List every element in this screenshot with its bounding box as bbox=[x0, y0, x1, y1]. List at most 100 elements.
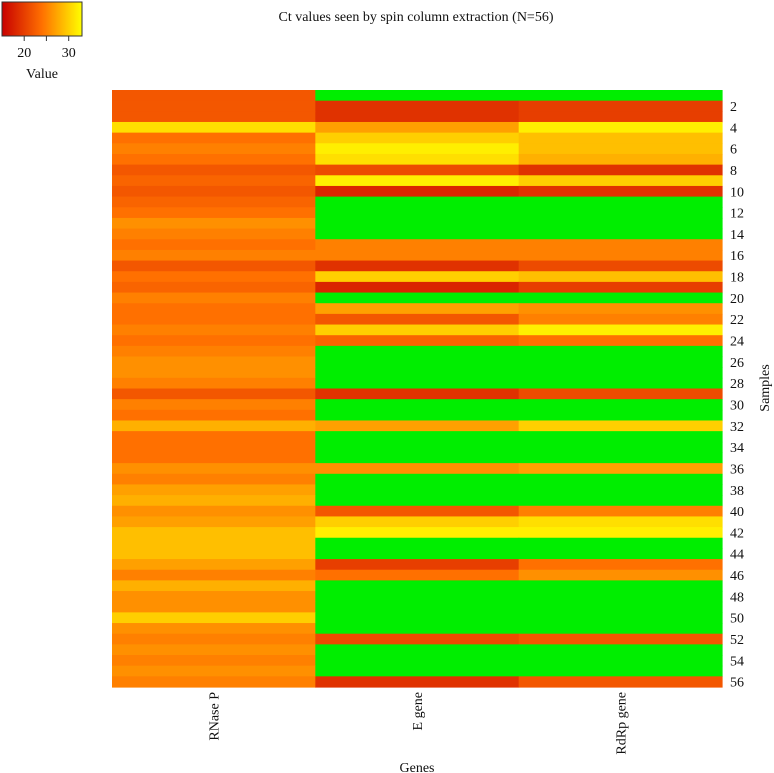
heatmap-cell bbox=[315, 217, 520, 230]
heatmap-cell bbox=[518, 121, 723, 134]
heatmap-cell bbox=[112, 601, 316, 613]
heatmap-cell bbox=[518, 601, 723, 613]
x-axis-label: Genes bbox=[400, 761, 435, 773]
heatmap-cell bbox=[518, 441, 723, 454]
heatmap-cell bbox=[315, 601, 520, 613]
heatmap-cell bbox=[518, 484, 723, 496]
row-tick-label: 4 bbox=[730, 121, 737, 136]
heatmap-cell bbox=[315, 409, 520, 422]
heatmap-cell bbox=[315, 367, 520, 379]
row-tick-label: 6 bbox=[730, 143, 737, 158]
heatmap-cell bbox=[112, 345, 316, 358]
heatmap-cell bbox=[315, 249, 520, 262]
heatmap-cell bbox=[518, 303, 723, 315]
heatmap-cell bbox=[112, 90, 316, 102]
row-tick-label: 42 bbox=[730, 526, 744, 541]
heatmap-cell bbox=[315, 345, 520, 358]
heatmap-cell bbox=[112, 335, 316, 347]
heatmap-cell bbox=[112, 441, 316, 454]
heatmap-cell bbox=[315, 612, 520, 624]
heatmap-cell bbox=[315, 655, 520, 667]
heatmap-cell bbox=[518, 676, 723, 688]
heatmap-cell bbox=[518, 377, 723, 390]
heatmap-cell bbox=[315, 111, 520, 123]
heatmap-cell bbox=[315, 132, 520, 144]
heatmap-cell bbox=[518, 452, 723, 464]
row-tick-label: 32 bbox=[730, 420, 744, 435]
heatmap-cell bbox=[518, 559, 723, 571]
heatmap-cell bbox=[315, 90, 520, 102]
heatmap-cell bbox=[112, 292, 316, 304]
heatmap-cell bbox=[518, 239, 723, 251]
heatmap-cell bbox=[518, 153, 723, 166]
heatmap-cell bbox=[315, 356, 520, 368]
heatmap-cell bbox=[518, 548, 723, 560]
heatmap-cell bbox=[112, 377, 316, 390]
row-tick-label: 40 bbox=[730, 505, 744, 520]
row-tick-label: 48 bbox=[730, 590, 744, 605]
color-key-ticks: 20 30 bbox=[17, 36, 76, 61]
heatmap-cell bbox=[518, 90, 723, 102]
heatmap-cell bbox=[112, 452, 316, 464]
heatmap-cell bbox=[518, 420, 723, 432]
heatmap-cell bbox=[518, 207, 723, 219]
heatmap-cell bbox=[315, 335, 520, 347]
heatmap-cell bbox=[112, 420, 316, 432]
heatmap-cell bbox=[518, 655, 723, 667]
heatmap-cell bbox=[112, 228, 316, 240]
heatmap-cell bbox=[518, 313, 723, 326]
heatmap-cell bbox=[315, 420, 520, 432]
heatmap-cell bbox=[112, 484, 316, 496]
heatmap-cell bbox=[315, 484, 520, 496]
heatmap-cell bbox=[112, 537, 316, 550]
heatmap-cell bbox=[315, 377, 520, 390]
heatmap-cell bbox=[315, 292, 520, 304]
heatmap-cell bbox=[315, 452, 520, 464]
heatmap-cell bbox=[518, 100, 723, 112]
column-tick-label: E gene bbox=[411, 692, 426, 730]
heatmap-cell bbox=[315, 388, 520, 400]
heatmap-cell bbox=[518, 292, 723, 304]
heatmap-cell bbox=[112, 665, 316, 677]
heatmap-cell bbox=[112, 121, 316, 134]
heatmap-cell bbox=[315, 569, 520, 581]
heatmap-cell bbox=[518, 143, 723, 155]
color-key-label: Value bbox=[26, 67, 58, 82]
heatmap-cell bbox=[518, 612, 723, 624]
heatmap-cell bbox=[315, 281, 520, 294]
heatmap-cell bbox=[315, 644, 520, 656]
row-tick-label: 34 bbox=[730, 441, 744, 456]
heatmap-cell bbox=[112, 388, 316, 400]
row-tick-label: 52 bbox=[730, 633, 744, 648]
heatmap-cell bbox=[315, 548, 520, 560]
heatmap-cell bbox=[518, 463, 723, 475]
heatmap-cell bbox=[518, 217, 723, 230]
heatmap-cell bbox=[112, 591, 316, 603]
heatmap-cell bbox=[112, 399, 316, 411]
heatmap-cell bbox=[518, 196, 723, 208]
heatmap-cell bbox=[315, 441, 520, 454]
heatmap-cell bbox=[112, 260, 316, 272]
heatmap-cell bbox=[518, 591, 723, 603]
heatmap-cell bbox=[112, 431, 316, 443]
heatmap-cell bbox=[315, 175, 520, 187]
heatmap-cell bbox=[112, 281, 316, 294]
heatmap-cell bbox=[518, 271, 723, 283]
heatmap-cell bbox=[315, 473, 520, 486]
heatmap-cell bbox=[315, 580, 520, 592]
heatmap-cell bbox=[315, 399, 520, 411]
heatmap-cell bbox=[315, 313, 520, 326]
heatmap-cell bbox=[112, 676, 316, 688]
heatmap-cell bbox=[112, 153, 316, 166]
heatmap-cell bbox=[112, 580, 316, 592]
heatmap-cell bbox=[112, 409, 316, 422]
heatmap-cell bbox=[112, 175, 316, 187]
heatmap-cell bbox=[112, 271, 316, 283]
heatmap-cell bbox=[518, 324, 723, 336]
heatmap-cell bbox=[112, 217, 316, 230]
heatmap-cell bbox=[518, 111, 723, 123]
heatmap-cell bbox=[518, 495, 723, 507]
heatmap-cell bbox=[112, 324, 316, 336]
heatmap-cell bbox=[518, 516, 723, 528]
